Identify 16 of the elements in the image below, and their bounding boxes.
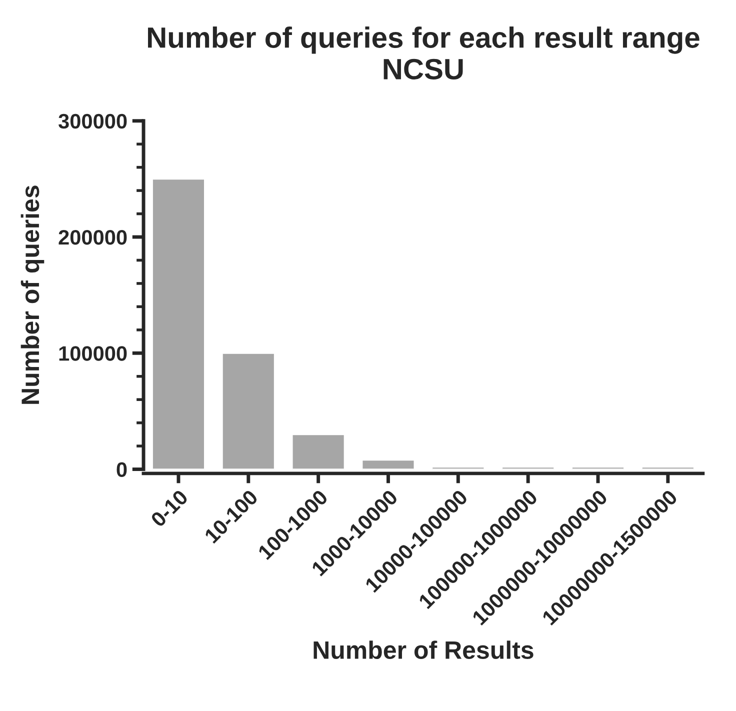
bar — [431, 466, 486, 470]
x-tick-label: 0-10 — [150, 489, 189, 528]
bar — [501, 466, 555, 470]
y-tick-label: 300000 — [58, 114, 127, 129]
y-tick-label: 200000 — [58, 230, 127, 245]
chart-title: Number of queries for each result range NCSU — [148, 26, 700, 80]
y-axis-title: Number of queries — [20, 186, 44, 404]
bar — [221, 352, 276, 470]
y-tick-label: 100000 — [59, 346, 127, 361]
bar — [361, 459, 416, 470]
bar — [291, 434, 346, 470]
x-axis-title: Number of Results — [314, 640, 534, 659]
bar — [641, 466, 695, 470]
bar — [571, 466, 625, 470]
y-tick-label: 0 — [116, 462, 127, 478]
bar — [152, 178, 206, 470]
